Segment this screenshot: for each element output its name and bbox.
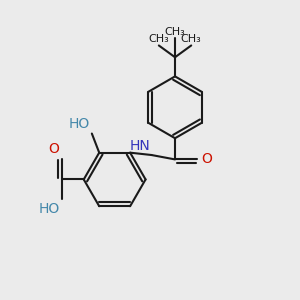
Text: O: O (201, 152, 212, 167)
Text: CH₃: CH₃ (165, 27, 185, 37)
Text: CH₃: CH₃ (181, 34, 202, 44)
Text: O: O (48, 142, 59, 156)
Text: CH₃: CH₃ (148, 34, 169, 44)
Text: HN: HN (129, 139, 150, 153)
Text: HO: HO (69, 117, 90, 131)
Text: HO: HO (39, 202, 60, 215)
